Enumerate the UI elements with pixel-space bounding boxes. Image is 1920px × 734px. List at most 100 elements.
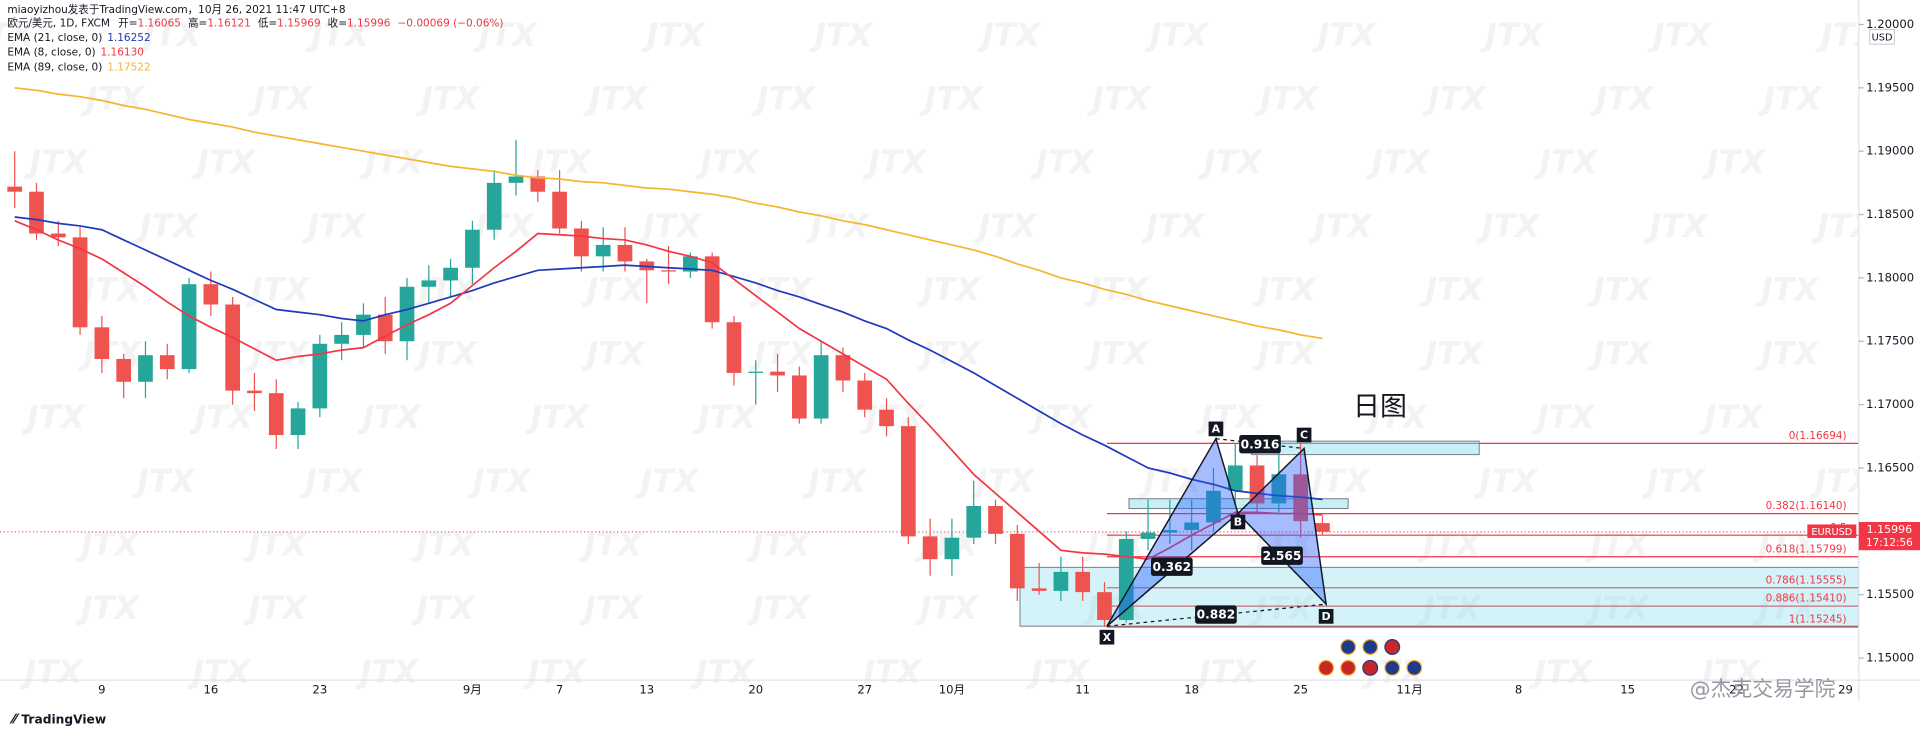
candle-body <box>1206 490 1221 523</box>
x-tick-label: 11 <box>1075 682 1090 696</box>
x-tick-label: 22 <box>1729 682 1744 696</box>
watermark: JTX <box>1590 79 1656 117</box>
event-icon <box>1318 659 1335 676</box>
candle-body <box>595 244 611 257</box>
candle-body <box>508 176 524 183</box>
watermark: JTX <box>1585 589 1651 627</box>
ratio-box <box>1239 435 1281 454</box>
legend-entry: EMA (89, close, 0) 1.17522 <box>7 61 150 73</box>
watermark: JTX <box>247 79 313 117</box>
watermark: JTX <box>748 271 814 309</box>
watermark: JTX <box>1027 398 1093 436</box>
y-tick-label: 1.18500 <box>1866 207 1914 221</box>
watermark: JTX <box>914 589 980 627</box>
point-label: C <box>1300 429 1308 442</box>
fib-label: 1(1.15245) <box>1789 614 1847 626</box>
candle-body <box>72 237 88 328</box>
watermark: JTX <box>467 462 533 500</box>
watermark: JTX <box>186 653 252 691</box>
event-icon <box>1340 639 1357 655</box>
candle-body <box>857 380 873 410</box>
legend-value: 1.16130 <box>101 47 144 59</box>
watermark: JTX <box>18 653 84 691</box>
watermark: JTX <box>1363 398 1429 436</box>
x-tick-label: 29 <box>1838 682 1853 696</box>
candle-body <box>661 270 676 272</box>
zone-box <box>1019 566 1860 627</box>
candle-body <box>748 371 764 373</box>
watermark: JTX <box>1533 143 1599 181</box>
watermark: JTX <box>1696 653 1762 691</box>
x-tick-label: 25 <box>1293 682 1308 696</box>
candle-body <box>922 536 938 560</box>
y-tick-label: 1.16500 <box>1866 460 1914 474</box>
high-value: 1.16121 <box>207 17 250 29</box>
ema-line <box>14 220 1323 561</box>
y-tick-label: 1.19500 <box>1866 80 1914 94</box>
legend-name: EMA (89, close, 0) <box>7 61 102 73</box>
watermark: JTX <box>916 271 982 309</box>
fib-label: 0(1.16694) <box>1789 430 1847 442</box>
candle-body <box>1075 571 1091 593</box>
watermark: JTX <box>1417 589 1483 627</box>
watermark: JTX <box>524 398 590 436</box>
zone-box <box>1250 440 1480 456</box>
candle-body <box>290 408 306 436</box>
watermark: JTX <box>1647 16 1713 54</box>
watermark: JTX <box>578 526 644 564</box>
y-tick-label: 1.15000 <box>1866 651 1914 665</box>
x-tick-label: 20 <box>748 682 763 696</box>
candle-body <box>421 280 437 287</box>
low-prefix: 低= <box>258 16 277 29</box>
close-value: 1.15996 <box>347 17 391 29</box>
watermark: JTX <box>1140 207 1206 245</box>
price-axis <box>1858 0 1920 681</box>
signature: @杰克交易学院 <box>1690 677 1836 701</box>
watermark: JTX <box>1195 398 1261 436</box>
candle-body <box>879 409 894 427</box>
candle-body <box>377 314 393 342</box>
watermark: JTX <box>857 653 923 691</box>
watermark: JTX <box>1479 16 1545 54</box>
watermark: JTX <box>1144 16 1210 54</box>
candle-body <box>334 334 349 344</box>
point-label: A <box>1212 422 1221 435</box>
watermark: JTX <box>1476 207 1542 245</box>
fib-label: 0.786(1.15555) <box>1766 574 1847 586</box>
legend-value: 1.17522 <box>107 61 150 73</box>
logo-text: TradingView <box>21 712 106 726</box>
watermark: JTX <box>583 79 649 117</box>
y-tick-label: 1.15500 <box>1866 587 1914 601</box>
y-tick-label: 1.20000 <box>1866 17 1914 31</box>
foreground-layer: 0(1.16694)0.382(1.16140)0.50.618(1.15799… <box>1766 430 1847 626</box>
watermark: JTX <box>1587 334 1653 372</box>
event-icon <box>1384 659 1401 676</box>
candle-body <box>159 355 175 370</box>
watermark: JTX <box>410 589 476 627</box>
watermark: JTX <box>75 589 141 627</box>
watermark: JTX <box>413 334 479 372</box>
watermark: JTX <box>356 398 422 436</box>
ohlc-legend: 欧元/美元, 1D, FXCM 开=1.16065 高=1.16121 低=1.… <box>7 16 503 29</box>
watermark: JTX <box>245 271 311 309</box>
watermark: JTX <box>805 207 871 245</box>
watermark: JTX <box>469 207 535 245</box>
legend-entry: EMA (21, close, 0) 1.16252 <box>7 32 150 44</box>
candle-body <box>574 228 589 257</box>
candle-body <box>792 375 807 419</box>
close-prefix: 收= <box>328 16 347 29</box>
watermark: JTX <box>916 334 982 372</box>
candle-body <box>225 304 240 391</box>
candle-body <box>900 426 916 537</box>
point-box <box>1099 629 1115 645</box>
candle-body <box>1053 571 1069 591</box>
candle-body <box>1031 588 1047 591</box>
candle-body <box>1184 522 1200 531</box>
watermark: JTX <box>189 398 255 436</box>
candle-body <box>50 233 66 238</box>
candle-body <box>530 176 546 192</box>
candle-body <box>356 314 371 335</box>
watermark: JTX <box>1417 526 1483 564</box>
watermark: JTX <box>1305 462 1371 500</box>
watermark: JTX <box>415 79 481 117</box>
